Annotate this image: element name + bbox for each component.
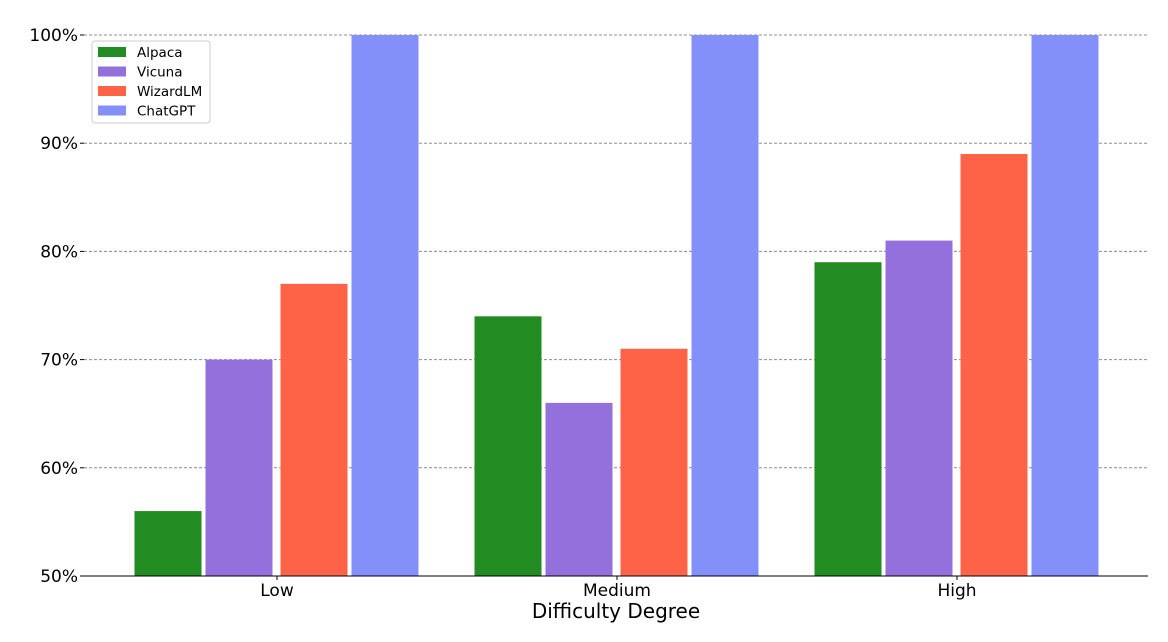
legend-label-wizardlm: WizardLM [137,84,202,100]
bar-vicuna-medium [545,402,613,576]
legend-swatch-wizardlm [98,86,126,96]
bar-vicuna-high [885,240,953,576]
bar-alpaca-low [134,511,202,576]
y-tick-label: 60% [40,459,78,479]
legend-swatch-vicuna [98,66,126,77]
bar-chatgpt-low [351,35,419,576]
y-tick-label: 50% [40,567,78,587]
x-tick-label: Low [260,581,294,601]
legend: Alpaca Vicuna WizardLM ChatGPT [91,40,211,124]
legend-label-alpaca: Alpaca [137,45,183,61]
legend-label-chatgpt: ChatGPT [137,104,196,120]
bar-vicuna-low [205,359,273,576]
legend-swatch-alpaca [98,47,126,57]
bar-alpaca-high [814,262,882,576]
y-tick-label: 70% [40,351,78,371]
legend-label-vicuna: Vicuna [137,65,183,81]
y-axis-ticks: 50% 60% 70% 80% 90% 100% [29,26,84,587]
x-axis-title: Difficulty Degree [532,599,700,623]
bar-wizardlm-high [960,154,1028,576]
bar-chatgpt-high [1031,35,1099,576]
y-tick-label: 100% [29,26,78,46]
bar-alpaca-medium [474,316,542,576]
y-tick-label: 80% [40,242,78,262]
bar-wizardlm-low [280,283,348,576]
x-tick-label: High [937,581,976,601]
bar-wizardlm-medium [620,348,688,576]
bar-chatgpt-medium [691,35,759,576]
bars [134,35,1099,576]
legend-swatch-chatgpt [98,105,126,116]
x-axis-ticks: Low Medium High [260,576,977,601]
legend-box [91,40,211,124]
y-tick-label: 90% [40,134,78,154]
x-tick-label: Medium [583,581,651,601]
